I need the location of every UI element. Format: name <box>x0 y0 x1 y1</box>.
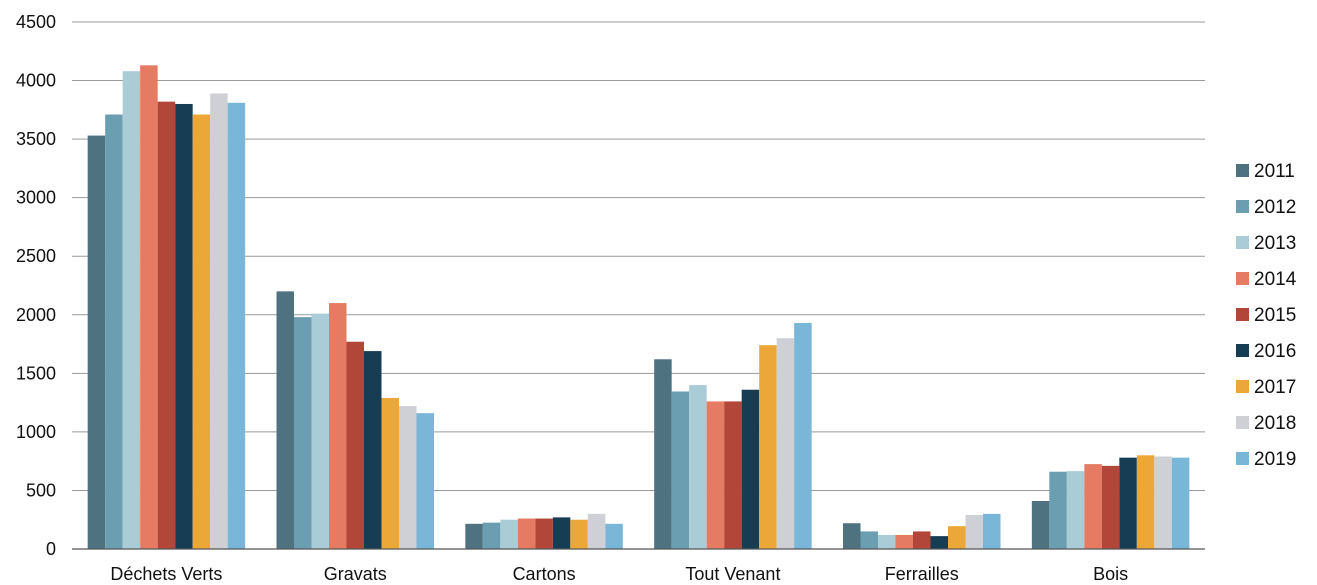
bar-2016 <box>552 517 571 549</box>
x-category-label: Cartons <box>513 564 576 584</box>
bar-2017 <box>948 526 966 549</box>
bar-2016 <box>1119 457 1137 549</box>
legend-swatch <box>1236 236 1249 249</box>
x-category-label: Gravats <box>324 564 387 584</box>
y-tick-label: 2000 <box>16 305 56 325</box>
bar-2015 <box>1101 465 1120 549</box>
legend-swatch <box>1236 380 1249 393</box>
bar-2011 <box>843 523 861 549</box>
bar-2015 <box>913 531 931 549</box>
legend-swatch <box>1236 200 1249 213</box>
x-category-label: Bois <box>1093 564 1128 584</box>
bar-2013 <box>689 385 707 549</box>
bar-2014 <box>517 518 536 549</box>
legend-swatch <box>1236 308 1249 321</box>
legend-label: 2016 <box>1254 341 1296 362</box>
legend-label: 2018 <box>1254 413 1296 434</box>
y-axis-tick-labels: 0 500 1000 1500 2000 2500 3000 3500 4000 4500 <box>16 12 56 559</box>
bar-2013 <box>311 313 329 549</box>
bar-2018 <box>399 406 417 549</box>
bar-2017 <box>381 397 399 549</box>
bar-2018 <box>587 513 606 549</box>
bar-2016 <box>175 103 193 549</box>
bar-2012 <box>860 531 878 549</box>
bar-2017 <box>1136 455 1155 549</box>
legend-label: 2013 <box>1254 233 1296 254</box>
bars <box>87 65 1190 550</box>
bar-2013 <box>878 534 896 549</box>
bar-2018 <box>776 338 795 549</box>
y-tick-label: 1000 <box>16 422 56 442</box>
bar-2013 <box>122 71 141 549</box>
bar-2013 <box>1066 471 1085 549</box>
x-category-label: Tout Venant <box>685 564 780 584</box>
legend-label: 2011 <box>1254 161 1295 182</box>
bar-2016 <box>741 389 760 549</box>
bar-2011 <box>1031 500 1050 549</box>
y-tick-label: 4500 <box>16 12 56 32</box>
bar-2011 <box>465 523 483 549</box>
bar-2018 <box>1154 456 1172 549</box>
y-tick-label: 1500 <box>16 363 56 383</box>
bar-2019 <box>983 513 1001 549</box>
bar-2018 <box>210 93 228 549</box>
bar-2012 <box>105 114 123 550</box>
bar-2012 <box>294 317 312 549</box>
x-category-label: Ferrailles <box>885 564 959 584</box>
legend-label: 2012 <box>1254 197 1296 218</box>
bar-2011 <box>276 291 294 549</box>
bar-2019 <box>794 322 812 549</box>
bar-2014 <box>895 534 913 549</box>
bar-2014 <box>329 303 347 549</box>
bar-2015 <box>157 101 176 549</box>
x-axis-category-labels: Déchets Verts Gravats Cartons Tout Venant Fe… <box>110 564 1128 584</box>
legend-swatch <box>1236 272 1249 285</box>
y-tick-label: 2500 <box>16 246 56 266</box>
bar-2019 <box>416 413 434 549</box>
bar-2014 <box>706 401 725 549</box>
legend-swatch <box>1236 416 1249 429</box>
legend-label: 2019 <box>1254 449 1296 470</box>
legend-label: 2015 <box>1254 305 1296 326</box>
y-tick-label: 0 <box>46 539 56 559</box>
gridlines <box>72 21 1205 491</box>
x-category-label: Déchets Verts <box>110 564 222 584</box>
bar-2018 <box>965 515 983 549</box>
y-tick-label: 500 <box>26 480 56 500</box>
legend-label: 2014 <box>1254 269 1297 290</box>
bar-2019 <box>227 102 246 549</box>
legend: 2011 2012 2013 2014 2015 2016 2017 2018 2019 <box>1236 161 1297 470</box>
bar-2012 <box>1049 471 1067 549</box>
bar-2014 <box>140 65 158 549</box>
bar-2011 <box>654 359 672 549</box>
bar-2013 <box>500 519 518 549</box>
bar-2017 <box>759 345 777 549</box>
bar-2012 <box>482 522 501 549</box>
bar-2014 <box>1084 464 1102 549</box>
bar-2015 <box>535 518 553 549</box>
bar-2017 <box>570 519 588 549</box>
bar-2012 <box>671 391 690 549</box>
legend-swatch <box>1236 452 1249 465</box>
bar-2015 <box>724 401 742 549</box>
bar-2016 <box>930 536 948 549</box>
y-tick-label: 4000 <box>16 71 56 91</box>
bar-2015 <box>346 341 364 549</box>
bar-2017 <box>192 114 211 550</box>
legend-swatch <box>1236 164 1249 177</box>
bar-2016 <box>364 351 382 549</box>
y-tick-label: 3000 <box>16 188 56 208</box>
legend-swatch <box>1236 344 1249 357</box>
legend-label: 2017 <box>1254 377 1296 398</box>
bar-2019 <box>1171 457 1190 549</box>
bar-2019 <box>605 523 623 549</box>
y-tick-label: 3500 <box>16 129 56 149</box>
bar-2011 <box>87 135 106 549</box>
